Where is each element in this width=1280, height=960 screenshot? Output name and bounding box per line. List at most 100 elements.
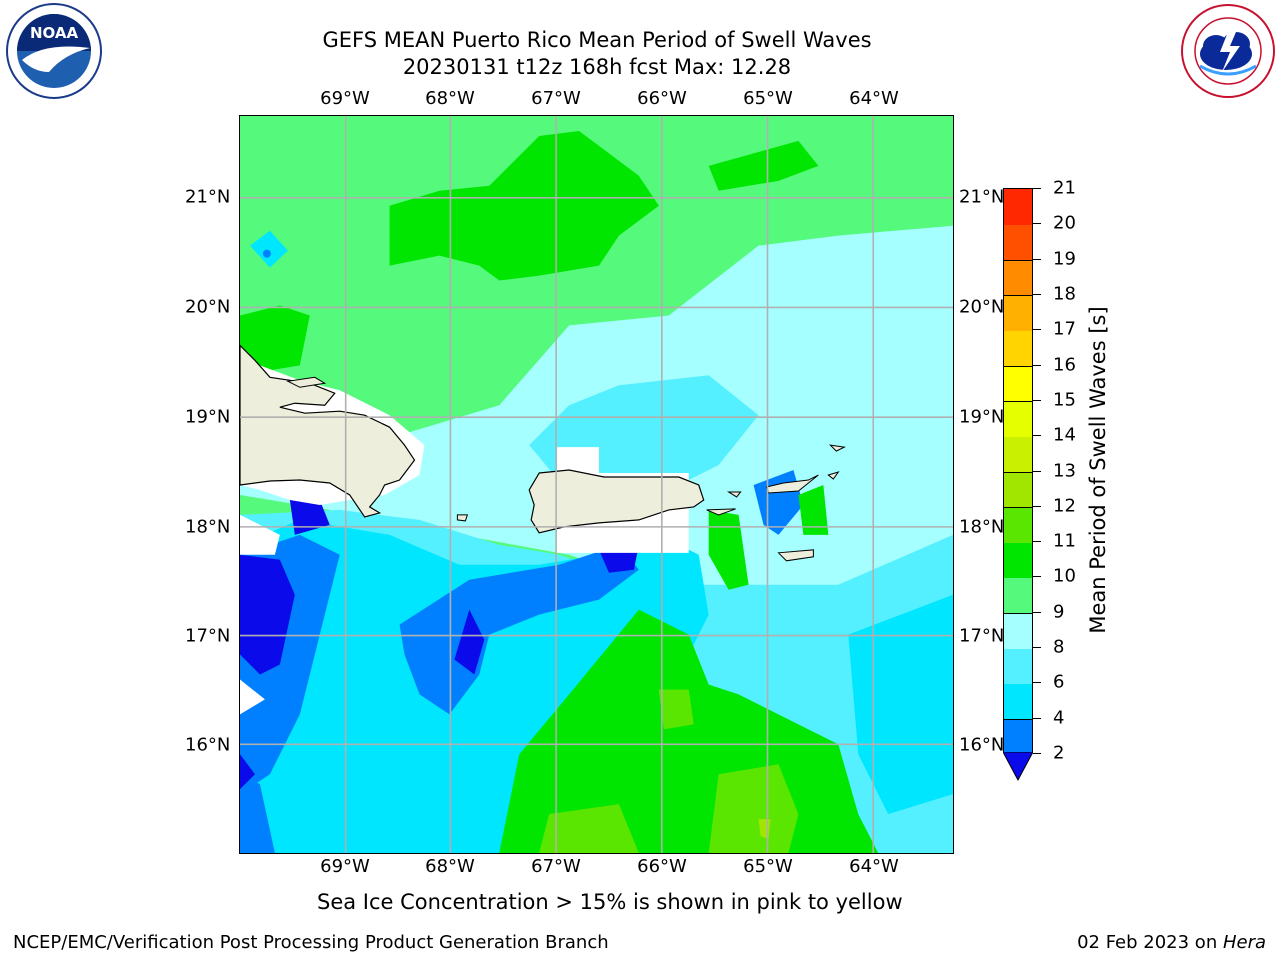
- colorbar-tick-label: 9: [1053, 601, 1065, 623]
- swell-period-map[interactable]: [239, 115, 954, 854]
- colorbar-tick-label: 13: [1053, 460, 1076, 481]
- colorbar-segment: [1004, 577, 1032, 614]
- lon-tick-bottom: 65°W: [743, 856, 793, 877]
- lat-tick-left: 18°N: [185, 516, 231, 538]
- nw-feature: [249, 230, 288, 268]
- colorbar-tick-mark: [1033, 364, 1041, 366]
- lat-tick-left: 17°N: [185, 625, 231, 647]
- lon-tick-bottom: 68°W: [425, 856, 475, 877]
- footer-credit: NCEP/EMC/Verification Post Processing Pr…: [13, 932, 609, 953]
- field-11-12-se: [708, 764, 799, 853]
- sea-ice-note: Sea Ice Concentration > 15% is shown in …: [317, 890, 903, 914]
- colorbar-segment: [1004, 648, 1032, 684]
- lon-tick-top: 68°W: [425, 88, 475, 109]
- colorbar-tick-mark: [1033, 399, 1041, 401]
- colorbar-tick-label: 6: [1053, 671, 1065, 693]
- field-11-12-patch: [658, 689, 694, 730]
- colorbar-segment: [1004, 506, 1032, 543]
- colorbar-segment: [1004, 471, 1032, 508]
- noaa-logo: NOAA: [6, 3, 102, 99]
- virgin-islands: [765, 474, 819, 494]
- colorbar-tick-label: 2: [1053, 742, 1065, 764]
- field-10-11-vi2: [798, 484, 829, 535]
- tortuga-island: [286, 376, 327, 388]
- field-2-4-mid: [399, 544, 639, 715]
- field-2-4-sw: [240, 774, 275, 853]
- field-4-6-east: [848, 594, 953, 815]
- colorbar-tick-mark: [1033, 223, 1041, 225]
- colorbar-tick-label: 12: [1053, 495, 1076, 517]
- colorbar-segment: [1004, 718, 1032, 755]
- lon-tick-bottom: 64°W: [849, 856, 899, 877]
- colorbar-tick-mark: [1033, 753, 1041, 754]
- field-11-12: [539, 804, 639, 853]
- colorbar-segment: [1004, 683, 1032, 720]
- colorbar-tick-mark: [1033, 717, 1041, 719]
- colorbar-tick-mark: [1033, 470, 1041, 472]
- colorbar-tick-mark: [1033, 541, 1041, 543]
- colorbar-tick-label: 8: [1053, 636, 1065, 658]
- colorbar-tick-mark: [1033, 329, 1041, 331]
- colorbar-segment: [1004, 400, 1032, 437]
- noaa-logo-text: NOAA: [30, 24, 79, 42]
- colorbar-tick-label: 20: [1053, 212, 1076, 234]
- chart-title: GEFS MEAN Puerto Rico Mean Period of Swe…: [322, 28, 872, 52]
- puerto-rico-land: [528, 469, 705, 534]
- colorbar-segment: [1004, 294, 1032, 331]
- lat-tick-right: 16°N: [959, 734, 1005, 756]
- sombrero-island: [828, 444, 846, 452]
- colorbar-tick-label: 19: [1053, 248, 1076, 270]
- lat-tick-right: 18°N: [959, 516, 1005, 538]
- colorbar-tick-label: 18: [1053, 283, 1076, 305]
- field-lt2-sw: [240, 754, 255, 790]
- lat-tick-left: 19°N: [185, 406, 231, 428]
- chart-subtitle: 20230131 t12z 168h fcst Max: 12.28: [402, 55, 792, 79]
- footer-date-text: 02 Feb 2023 on: [1077, 932, 1223, 953]
- nws-logo: [1181, 4, 1275, 98]
- land-mask-sw: [240, 514, 280, 555]
- lon-tick-top: 67°W: [531, 88, 581, 109]
- lon-tick-bottom: 66°W: [637, 856, 687, 877]
- lat-tick-left: 16°N: [185, 734, 231, 756]
- colorbar-tick-label: 17: [1053, 318, 1076, 340]
- colorbar-tick-mark: [1033, 258, 1041, 260]
- colorbar-tick-mark: [1033, 611, 1041, 613]
- colorbar-segment: [1004, 330, 1032, 367]
- field-lt2-west: [240, 554, 295, 675]
- vieques-island: [706, 508, 736, 516]
- colorbar-segment: [1004, 224, 1032, 261]
- colorbar-segment: [1004, 436, 1032, 472]
- colorbar-segment: [1004, 542, 1032, 578]
- lon-tick-bottom: 67°W: [531, 856, 581, 877]
- lon-tick-top: 65°W: [743, 88, 793, 109]
- footer-date: 02 Feb 2023 on Hera: [1077, 932, 1266, 953]
- culebra-island: [726, 491, 742, 498]
- lat-tick-left: 20°N: [185, 296, 231, 318]
- mona-island: [456, 514, 469, 522]
- lon-tick-bottom: 69°W: [320, 856, 370, 877]
- anegada-island: [827, 471, 840, 480]
- lat-tick-right: 21°N: [959, 186, 1005, 208]
- field-10-11-west: [240, 305, 310, 376]
- colorbar-tick-mark: [1033, 435, 1041, 437]
- colorbar-tick-mark: [1033, 505, 1041, 507]
- hispaniola-land: [240, 344, 416, 518]
- lon-tick-top: 69°W: [320, 88, 370, 109]
- colorbar-tick-label: 10: [1053, 565, 1076, 587]
- colorbar-segment: [1004, 612, 1032, 649]
- colorbar: [1003, 188, 1033, 755]
- footer-host: Hera: [1222, 932, 1266, 953]
- colorbar-tick-label: 21: [1053, 177, 1076, 199]
- nw-feature-core: [262, 249, 271, 258]
- lon-tick-top: 64°W: [849, 88, 899, 109]
- field-lt2-mid: [454, 609, 485, 675]
- colorbar-segment: [1004, 189, 1032, 225]
- st-croix-island: [777, 549, 814, 562]
- lon-tick-top: 66°W: [637, 88, 687, 109]
- lat-tick-right: 17°N: [959, 625, 1005, 647]
- graticule: [240, 116, 953, 853]
- colorbar-tick-label: 11: [1053, 530, 1076, 552]
- colorbar-tick-mark: [1033, 188, 1041, 189]
- colorbar-tick-mark: [1033, 576, 1041, 578]
- colorbar-tick-label: 14: [1053, 424, 1076, 446]
